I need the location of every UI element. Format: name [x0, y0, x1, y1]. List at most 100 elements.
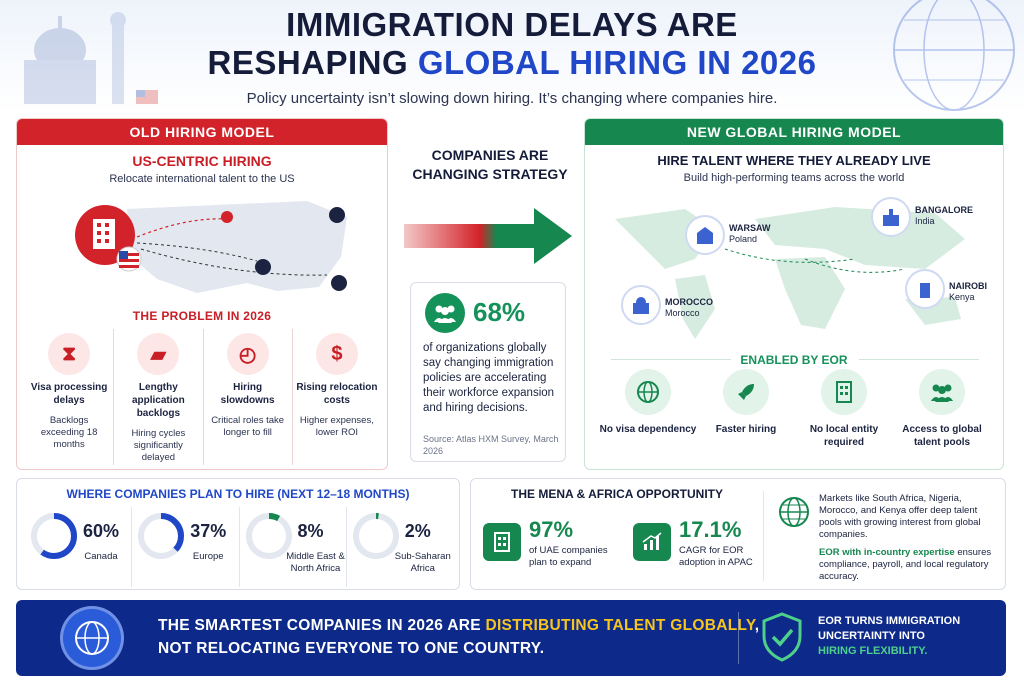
region-label: Canada: [84, 551, 118, 562]
hiring-plan-panel: WHERE COMPANIES PLAN TO HIRE (NEXT 12–18…: [16, 478, 460, 590]
region-label: Europe: [192, 551, 224, 562]
growth-chart-icon: [633, 523, 671, 561]
bottom-banner: THE SMARTEST COMPANIES IN 2026 ARE DISTR…: [16, 600, 1006, 676]
donut-fill: [31, 513, 77, 559]
region-item: 37% Europe: [132, 507, 240, 587]
page-title-line2: RESHAPING GLOBAL HIRING IN 2026: [207, 44, 817, 81]
problem-title-text: Hiring slowdowns: [220, 382, 275, 406]
globe-people-icon: [60, 606, 124, 670]
stat1-value: 97%: [529, 517, 574, 542]
page-title-line1: IMMIGRATION DELAYS ARE: [286, 6, 738, 43]
arrow-right-icon: [404, 208, 572, 264]
eor-feature: Access to global talent pools: [893, 369, 991, 449]
donut-track: [352, 513, 399, 559]
donut-chart: [352, 513, 399, 559]
people-icon: [919, 369, 965, 415]
shield-check-icon: [762, 612, 802, 662]
title-highlight: GLOBAL HIRING IN 2026: [417, 44, 817, 81]
building-icon: [483, 523, 521, 561]
new-hiring-model-panel: NEW GLOBAL HIRING MODEL HIRE TALENT WHER…: [584, 118, 1004, 470]
mena-africa-panel: THE MENA & AFRICA OPPORTUNITY 97% of UAE…: [470, 478, 1006, 590]
problem-item: ⧗ Visa processing delays Backlogs exceed…: [25, 329, 115, 465]
dollar-icon: $: [315, 333, 358, 375]
hiring-plan-title: WHERE COMPANIES PLAN TO HIRE (NEXT 12–18…: [66, 487, 410, 501]
banner-right-text: EOR TURNS IMMIGRATION UNCERTAINTY INTO HI…: [818, 615, 961, 657]
new-model-description: Build high-performing teams across the w…: [683, 172, 905, 184]
markets-text: Markets like South Africa, Nigeria, Moro…: [819, 493, 981, 540]
region-item: 2% Sub-Saharan Africa: [347, 507, 453, 587]
problem-detail: Higher expenses, lower ROI: [299, 415, 374, 438]
stat-source: Source: Atlas HXM Survey, March 2026: [423, 434, 559, 456]
stat-value: 68%: [473, 297, 526, 327]
globe-illustration: [893, 0, 1015, 111]
location-warsaw: WARSAW Poland: [729, 223, 771, 244]
region-percent: 60%: [83, 521, 120, 541]
region-list: 60% Canada 37% Europe 8% Middle East & N…: [25, 507, 453, 587]
problem-detail: Hiring cycles significantly delayed: [131, 428, 186, 463]
enabled-title: ENABLED BY EOR: [740, 353, 848, 367]
eor-feature-label: No visa dependency: [599, 424, 697, 435]
region-item: 60% Canada: [25, 507, 133, 587]
problem-title: THE PROBLEM IN 2026: [132, 309, 272, 323]
problem-item: ▰ Lengthy application backlogs Hiring cy…: [114, 329, 204, 465]
donut-chart: [138, 513, 185, 559]
problem-list: ⧗ Visa processing delays Backlogs exceed…: [25, 329, 381, 465]
problem-title-text: Visa processing delays: [30, 382, 108, 406]
location-nairobi: NAIROBI Kenya: [949, 281, 987, 302]
divider: [763, 491, 764, 581]
donut-track: [245, 513, 292, 559]
landmark-icon: [685, 215, 725, 255]
eor-feature: No local entity required: [795, 369, 893, 449]
people-icon: [425, 293, 465, 333]
donut-chart: [31, 513, 77, 559]
region-percent: 8%: [297, 521, 324, 541]
folder-icon: ▰: [137, 333, 180, 375]
old-model-title: US-CENTRIC HIRING: [132, 153, 272, 169]
new-model-header: NEW GLOBAL HIRING MODEL: [585, 119, 1003, 145]
eor-features: No visa dependency Faster hiring No loca…: [599, 369, 991, 449]
region-percent: 37%: [190, 521, 227, 541]
clock-icon: ◴: [226, 333, 269, 375]
problem-detail: Critical roles take longer to fill: [211, 415, 285, 438]
stat-text: of organizations globally say changing i…: [423, 342, 555, 414]
banner-line2: NOT RELOCATING EVERYONE TO ONE COUNTRY.: [158, 640, 545, 657]
region-item: 8% Middle East & North Africa: [240, 507, 347, 587]
stat2-text: CAGR for EOR adoption in APAC: [679, 545, 753, 568]
problem-item: $ Rising relocation costs Higher expense…: [293, 329, 381, 465]
donut-chart: [245, 513, 292, 559]
stat1-text: of UAE companies plan to expand: [529, 545, 608, 568]
divider: [611, 359, 731, 360]
eor-feature: Faster hiring: [697, 369, 795, 449]
old-hiring-model-panel: OLD HIRING MODEL US-CENTRIC HIRING Reloc…: [16, 118, 388, 470]
old-model-description: Relocate international talent to the US: [109, 173, 295, 185]
new-model-title: HIRE TALENT WHERE THEY ALREADY LIVE: [657, 153, 931, 168]
divider: [859, 359, 979, 360]
old-model-header: OLD HIRING MODEL: [17, 119, 387, 145]
problem-detail: Backlogs exceeding 18 months: [40, 415, 98, 450]
capitol-statue-illustration: [24, 12, 158, 104]
header: IMMIGRATION DELAYS ARE RESHAPING GLOBAL …: [0, 0, 1024, 112]
region-percent: 2%: [404, 521, 431, 541]
us-map-illustration: [75, 201, 347, 293]
location-morocco: MOROCCO Morocco: [665, 297, 713, 318]
page-subtitle: Policy uncertainty isn’t slowing down hi…: [246, 90, 778, 107]
region-label: Sub-Saharan Africa: [394, 551, 451, 574]
divider: [738, 612, 739, 664]
donut-fill: [352, 513, 399, 559]
landmark-icon: [871, 197, 911, 237]
donut-fill: [138, 513, 185, 559]
eor-expertise-text: EOR with in-country expertise ensures co…: [819, 547, 992, 582]
banner-line1: THE SMARTEST COMPANIES IN 2026 ARE DISTR…: [158, 617, 760, 634]
building-icon: [821, 369, 867, 415]
eor-feature-label: No local entity required: [809, 424, 879, 448]
landmark-icon: [621, 285, 661, 325]
stat2-value: 17.1%: [679, 517, 742, 542]
region-label: Middle East & North Africa: [286, 551, 345, 574]
eor-feature-label: Access to global talent pools: [902, 424, 982, 448]
eor-feature-label: Faster hiring: [715, 424, 777, 435]
hourglass-icon: ⧗: [48, 333, 91, 375]
mena-title: THE MENA & AFRICA OPPORTUNITY: [511, 487, 723, 501]
strategy-title: COMPANIES ARE CHANGING STRATEGY: [412, 147, 568, 182]
globe-check-icon: [625, 369, 671, 415]
stat-card: 68% of organizations globally say changi…: [410, 282, 566, 462]
